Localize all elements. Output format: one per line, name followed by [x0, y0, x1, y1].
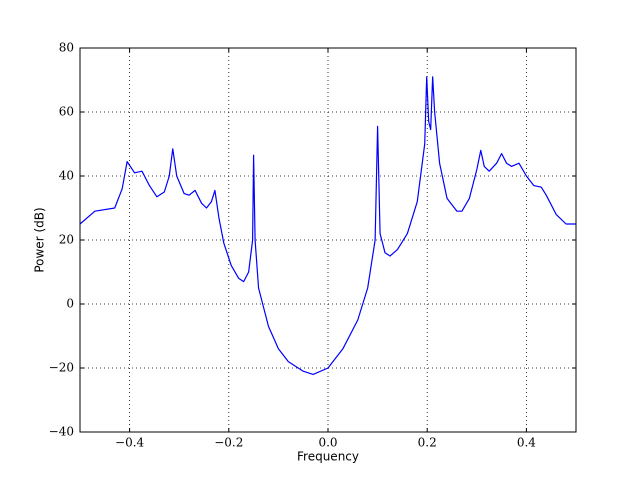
y-tick-label: 60: [59, 105, 74, 119]
data-line: [79, 76, 576, 375]
y-tick-label: 20: [59, 233, 74, 247]
x-tick-label: 0.4: [517, 436, 536, 450]
y-tick-label: 40: [59, 169, 74, 183]
y-tick-label: −20: [49, 361, 74, 375]
x-tick-label: −0.2: [214, 436, 243, 450]
y-tick-label: 0: [66, 297, 74, 311]
x-axis-label: Frequency: [297, 450, 359, 464]
y-tick-label: −40: [49, 425, 74, 439]
y-axis-label: Power (dB): [33, 207, 47, 272]
x-tick-label: 0.0: [318, 436, 337, 450]
x-tick-label: −0.4: [115, 436, 145, 450]
y-tick-label: 80: [59, 41, 74, 55]
plot-frame: [79, 47, 577, 433]
x-tick-label: 0.2: [418, 436, 437, 450]
